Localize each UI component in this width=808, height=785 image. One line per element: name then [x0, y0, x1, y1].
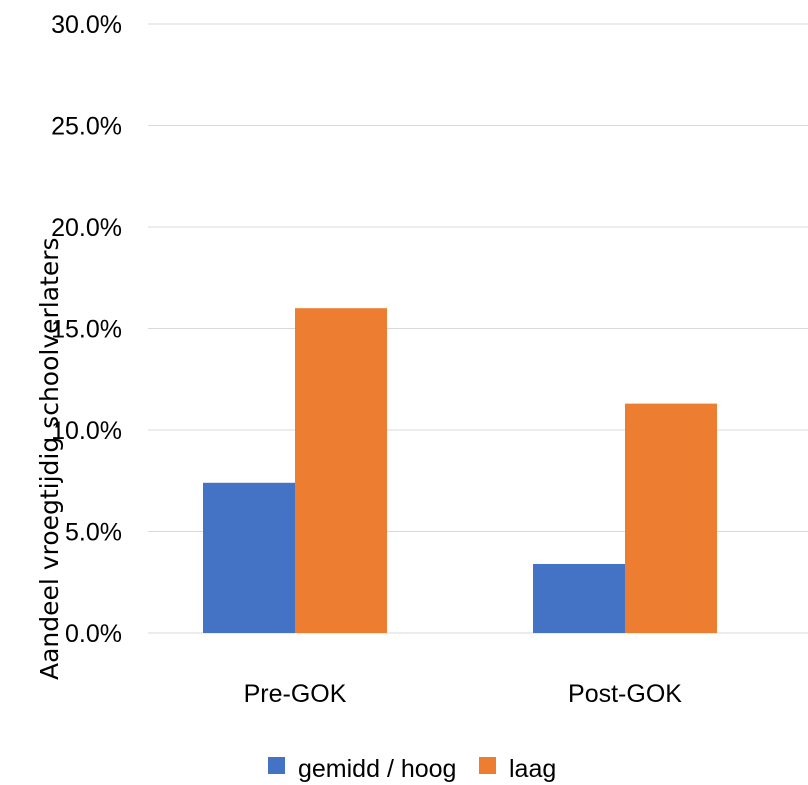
y-tick-label: 0.0% — [65, 620, 122, 648]
x-axis-categories: Pre-GOK Post-GOK — [244, 680, 683, 708]
y-tick-label: 15.0% — [51, 316, 122, 344]
bars — [203, 308, 717, 633]
y-tick-label: 20.0% — [51, 214, 122, 242]
bar-post-gok-series-1 — [625, 403, 717, 633]
legend-label: gemidd / hoog — [298, 755, 456, 783]
bar-pre-gok-series-0 — [203, 482, 295, 633]
y-axis-ticks: 0.0% 5.0% 10.0% 15.0% 20.0% 25.0% 30.0% — [51, 11, 122, 648]
x-category-label: Post-GOK — [568, 680, 682, 708]
legend-swatch — [479, 757, 496, 774]
y-tick-label: 30.0% — [51, 11, 122, 39]
y-tick-label: 5.0% — [65, 519, 122, 547]
x-category-label: Pre-GOK — [244, 680, 347, 708]
legend: gemidd / hoog laag — [268, 755, 556, 783]
legend-swatch — [268, 757, 285, 774]
y-tick-label: 10.0% — [51, 417, 122, 445]
bar-post-gok-series-0 — [533, 563, 625, 633]
y-tick-label: 25.0% — [51, 113, 122, 141]
legend-label: laag — [509, 755, 556, 783]
y-axis-title: Aandeel vroegtijdig schoolverlaters — [35, 237, 64, 680]
bar-pre-gok-series-1 — [295, 308, 387, 633]
